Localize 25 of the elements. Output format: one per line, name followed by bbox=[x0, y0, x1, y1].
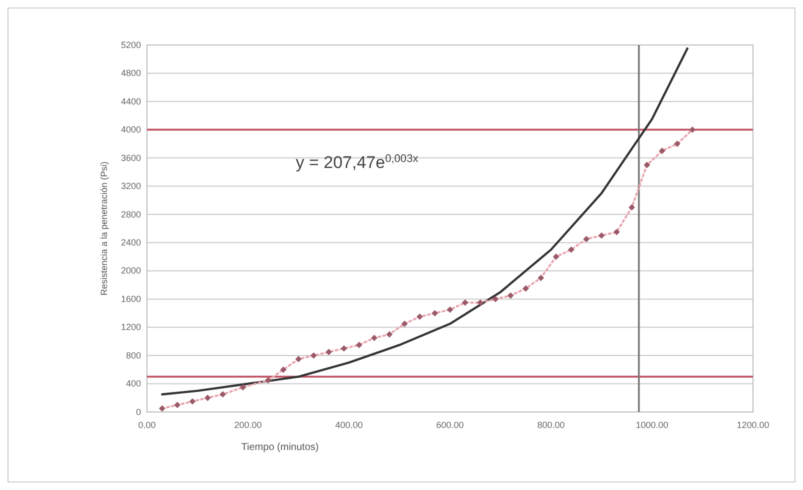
y-tick-label: 800 bbox=[126, 350, 141, 360]
y-tick-label: 3600 bbox=[120, 152, 141, 163]
x-tick-label: 800.00 bbox=[537, 420, 565, 430]
y-tick-label: 4800 bbox=[120, 68, 141, 78]
x-tick-label: 1200.00 bbox=[736, 420, 770, 430]
line-series bbox=[161, 47, 688, 396]
x-tick-label: 400.00 bbox=[335, 420, 363, 430]
y-tick-label: 3200 bbox=[120, 181, 141, 192]
y-tick-label: 1200 bbox=[120, 322, 141, 332]
x-tick-label: 600.00 bbox=[436, 420, 464, 430]
y-tick-label: 4400 bbox=[120, 96, 141, 106]
x-tick-label: 200.00 bbox=[234, 420, 262, 430]
y-tick-label: 5200 bbox=[120, 40, 141, 50]
x-tick-label: 0.00 bbox=[138, 420, 156, 430]
y-tick-label: 2000 bbox=[120, 266, 141, 276]
y-tick-label: 400 bbox=[126, 378, 141, 389]
y-tick-label: 1600 bbox=[120, 294, 141, 304]
y-axis-title: Resistencia a la penetración (Psi) bbox=[99, 161, 109, 296]
annotation: y = 207,47e$^{0,003x}$ bbox=[296, 153, 419, 172]
y-tick-label: 2800 bbox=[120, 209, 141, 220]
y-tick-label: 4000 bbox=[120, 124, 141, 135]
y-tick-label: 0 bbox=[136, 406, 141, 417]
x-axis-title: Tiempo (minutos) bbox=[241, 442, 319, 453]
y-tick-label: 2400 bbox=[120, 237, 141, 248]
x-tick-label: 1000.00 bbox=[636, 420, 668, 430]
